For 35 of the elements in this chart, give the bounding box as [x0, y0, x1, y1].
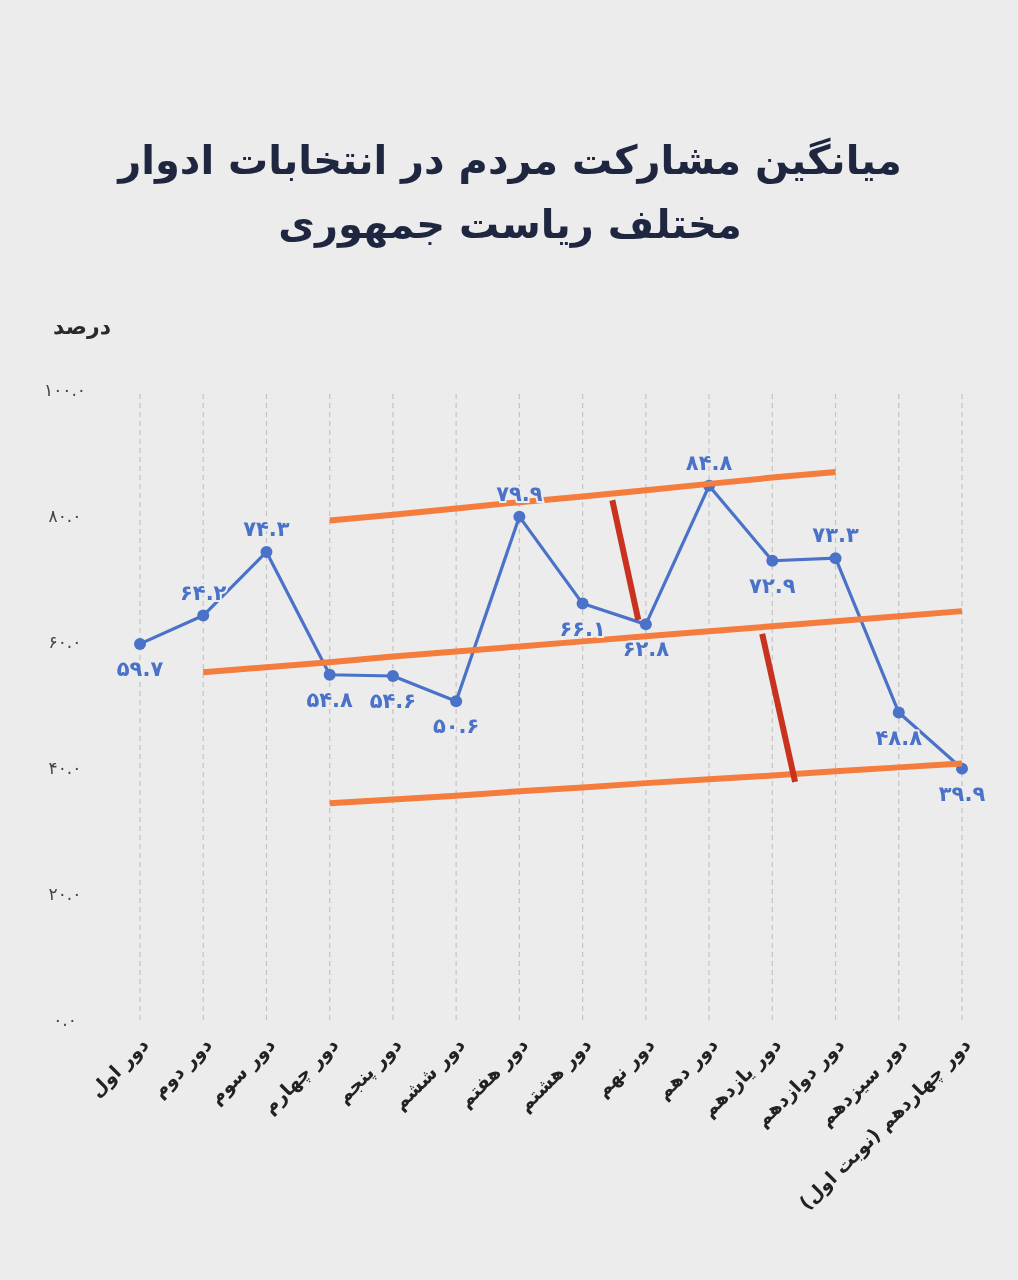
data-label: ۷۴.۳: [243, 516, 290, 541]
y-tick-label: ۱۰۰.۰: [44, 380, 86, 400]
point: [197, 609, 210, 622]
point: [829, 552, 842, 565]
point: [576, 597, 589, 610]
data-label: ۷۳.۳: [812, 523, 859, 548]
point: [513, 510, 526, 523]
point: [639, 618, 652, 631]
data-label: ۴۸.۸: [875, 725, 923, 750]
y-axis-title: درصد: [53, 314, 111, 339]
y-tick-label: ۸۰.۰: [48, 506, 82, 526]
data-label: ۸۴.۸: [685, 450, 733, 475]
data-label: ۶۴.۲: [180, 580, 227, 605]
data-label: ۵۴.۶: [369, 689, 417, 714]
point: [892, 706, 905, 719]
data-label: ۵۴.۸: [306, 687, 354, 712]
point: [766, 554, 779, 567]
y-tick-label: ۲۰.۰: [48, 884, 82, 904]
data-label: ۶۲.۸: [622, 637, 670, 662]
data-label: ۵۰.۶: [432, 714, 480, 739]
data-label: ۷۹.۹: [496, 481, 543, 506]
data-label: ۵۹.۷: [116, 656, 164, 681]
data-label: ۶۶.۱: [559, 616, 606, 641]
point: [260, 545, 273, 558]
data-label: ۳۹.۹: [938, 781, 986, 806]
point: [386, 670, 399, 683]
chart-title: میانگین مشارکت مردم در انتخابات ادوار مختلف ریاست جمهوری: [115, 136, 903, 250]
y-tick-label: ۰.۰: [53, 1010, 77, 1030]
x-tick-label: دور نهم: [591, 1033, 660, 1102]
data-label: ۷۲.۹: [749, 573, 796, 598]
y-tick-label: ۴۰.۰: [48, 758, 82, 778]
y-tick-label: ۶۰.۰: [48, 632, 82, 652]
point: [450, 695, 463, 708]
point: [323, 668, 336, 681]
point: [134, 637, 146, 650]
